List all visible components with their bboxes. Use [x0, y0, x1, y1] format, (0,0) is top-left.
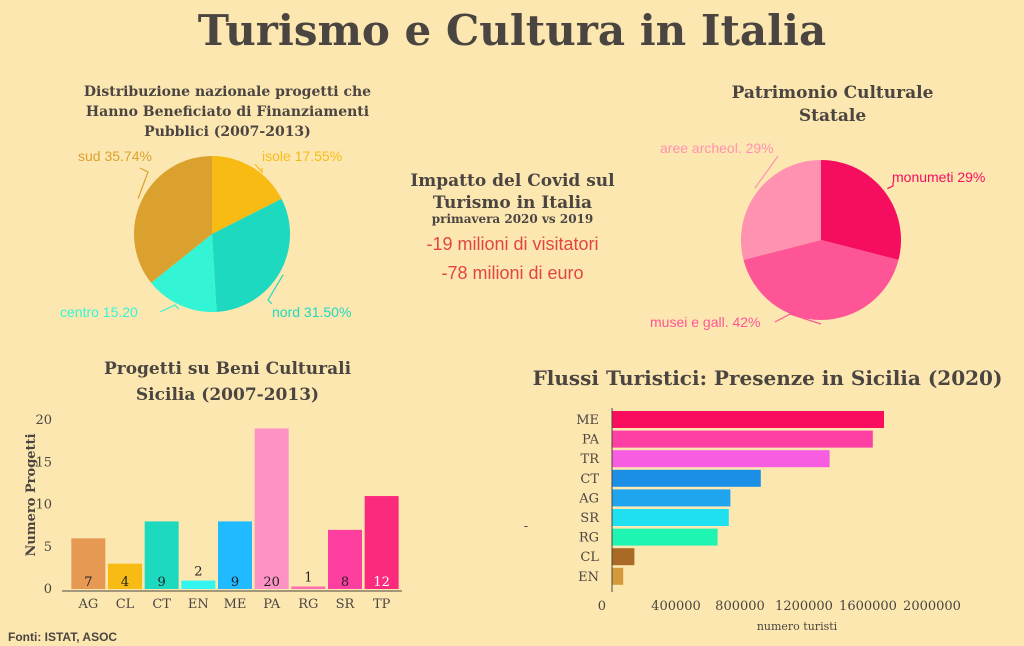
- pie1-slice-label: isole 17.55%: [262, 148, 342, 164]
- pie2-slice-label: musei e gall. 42%: [650, 314, 761, 330]
- bar-value-label: 8: [341, 575, 349, 590]
- pie1-leader: [254, 163, 263, 174]
- hbar-ytick-label: RG: [579, 531, 599, 546]
- pie1-slice: [212, 156, 282, 234]
- bar-xtick-label: RG: [298, 597, 318, 612]
- bar-rg: [291, 586, 326, 589]
- covid-title: Impatto del Covid sul Turismo in Italia: [410, 171, 615, 213]
- bar-ytick-label: 20: [35, 413, 52, 428]
- hbar-ytick-label: EN: [578, 570, 599, 585]
- hbar-rg: [612, 528, 718, 546]
- bar-xtick-label: ME: [224, 597, 247, 612]
- bar-ytick-label: 0: [44, 582, 52, 597]
- bar-pa: [254, 428, 289, 589]
- hbar-xtick-label: 1200000: [775, 599, 833, 614]
- bar-value-label: 1: [304, 570, 312, 585]
- hbar-tr: [612, 450, 830, 468]
- pie2-slice: [821, 159, 901, 260]
- pie1-leader: [267, 274, 284, 305]
- pie2-slice-label: aree archeol. 29%: [660, 140, 774, 156]
- bar-xtick-label: CT: [152, 597, 171, 612]
- covid-panel: Impatto del Covid sul Turismo in Italia …: [400, 170, 625, 284]
- bar-xtick-label: TP: [373, 597, 391, 612]
- pie2-leader: [754, 155, 779, 189]
- bar-xtick-label: EN: [188, 597, 209, 612]
- hbar-ytick-label: CT: [580, 472, 599, 487]
- pie2-leader: [887, 182, 894, 190]
- pie1-title: Distribuzione nazionale progetti che Han…: [83, 84, 372, 140]
- hbar-ct: [612, 469, 761, 487]
- bar-y-axis-label: Numero Progetti: [24, 433, 39, 556]
- hbar-ytick-label: TR: [581, 452, 601, 467]
- pie2-leader: [774, 313, 822, 325]
- hbar-xtick-label: 800000: [715, 599, 765, 614]
- hbar-ag: [612, 489, 731, 507]
- pie1-slice-label: centro 15.20: [60, 304, 138, 320]
- bar-xtick-label: PA: [263, 597, 281, 612]
- bar-me: [218, 521, 252, 589]
- bar-ytick-label: 15: [35, 455, 52, 470]
- pie1-slice: [212, 198, 290, 312]
- bar-value-label: 9: [158, 575, 166, 590]
- bar-ag: [71, 538, 106, 589]
- sources-note: Fonti: ISTAT, ASOC: [8, 630, 118, 644]
- bar-value-label: 12: [373, 575, 390, 590]
- bar-sr: [328, 529, 362, 589]
- bar-xtick-label: CL: [116, 597, 135, 612]
- hbar-ytick-label: AG: [578, 491, 599, 506]
- bar-ytick-label: 5: [44, 540, 52, 555]
- hbar-cl: [612, 548, 635, 566]
- hbar-chart-title: Flussi Turistici: Presenze in Sicilia (2…: [532, 366, 1003, 390]
- pie2-slice: [741, 160, 821, 260]
- hbar-ytick-label: PA: [582, 433, 600, 448]
- bar-xtick-label: AG: [77, 597, 98, 612]
- bar-chart-title: Progetti su Beni Culturali Sicilia (2007…: [103, 359, 352, 405]
- hbar-en: [612, 567, 624, 585]
- pie1-slice: [151, 234, 217, 312]
- bar-en: [181, 580, 216, 589]
- bar-value-label: 9: [231, 575, 239, 590]
- pie2-slice: [743, 240, 899, 320]
- hbar-xtick-label: 1600000: [839, 599, 897, 614]
- covid-subtitle: primavera 2020 vs 2019: [431, 212, 594, 226]
- hbar-pa: [612, 430, 873, 448]
- bar-value-label: 4: [121, 575, 129, 590]
- main-title: Turismo e Cultura in Italia: [197, 6, 827, 55]
- hbar-y-axis-label: -: [524, 519, 528, 534]
- pie2-slice-label: monumeti 29%: [892, 169, 985, 185]
- bar-value-label: 20: [263, 575, 280, 590]
- hbar-xtick-label: 2000000: [903, 599, 961, 614]
- hbar-xtick-label: 0: [598, 599, 606, 614]
- pie1-leader: [159, 304, 180, 313]
- bar-ct: [144, 521, 179, 589]
- hbar-ytick-label: CL: [580, 550, 599, 565]
- covid-stat-euro: -78 milioni di euro: [441, 263, 584, 283]
- pie2-title: Patrimonio Culturale Statale: [731, 83, 934, 126]
- bar-tp: [364, 496, 399, 589]
- hbar-x-axis-label: numero turisti: [757, 620, 838, 633]
- hbar-ytick-label: ME: [576, 413, 599, 428]
- hbar-xtick-label: 400000: [651, 599, 701, 614]
- bar-value-label: 7: [84, 575, 92, 590]
- bar-xtick-label: SR: [336, 597, 356, 612]
- hbar-sr: [612, 509, 729, 526]
- covid-stat-visitors: -19 milioni di visitatori: [426, 234, 599, 254]
- pie1-slice: [134, 156, 212, 283]
- pie1-slice-label: nord 31.50%: [272, 304, 351, 320]
- hbar-ytick-label: SR: [580, 511, 600, 526]
- bar-value-label: 2: [194, 565, 202, 580]
- bar-cl: [108, 563, 142, 589]
- pie1-slice-label: sud 35.74%: [78, 148, 152, 164]
- pie1-leader: [137, 167, 149, 199]
- bar-ytick-label: 10: [35, 498, 52, 513]
- hbar-me: [612, 411, 884, 428]
